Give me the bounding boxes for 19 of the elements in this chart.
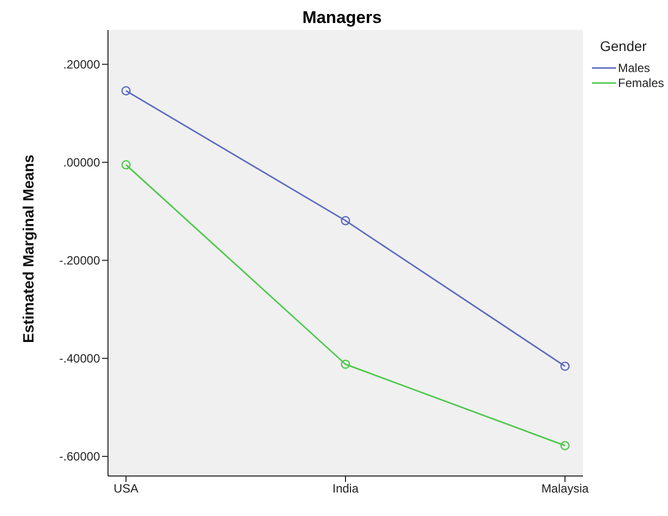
point xyxy=(121,160,131,170)
y-tick-label: -.60000 xyxy=(59,450,100,464)
point xyxy=(560,440,570,450)
point xyxy=(340,216,350,226)
chart-title: Managers xyxy=(301,8,383,28)
point xyxy=(121,86,131,96)
x-tick-label: Malaysia xyxy=(541,482,589,496)
y-tick-label: -.40000 xyxy=(59,352,100,366)
y-tick-label: .00000 xyxy=(63,156,100,170)
x-tick-label: India xyxy=(332,482,359,496)
point xyxy=(560,362,570,371)
legend-title: Gender xyxy=(599,38,648,54)
y-tick-label: .20000 xyxy=(63,58,100,72)
y-axis-title: Estimated Marginal Means xyxy=(20,154,38,343)
point xyxy=(340,360,350,369)
y-tick-label: -.20000 xyxy=(59,254,100,268)
x-tick-label: USA xyxy=(114,482,138,496)
legend-label: Females xyxy=(618,76,664,90)
legend-label: Males xyxy=(618,60,650,74)
